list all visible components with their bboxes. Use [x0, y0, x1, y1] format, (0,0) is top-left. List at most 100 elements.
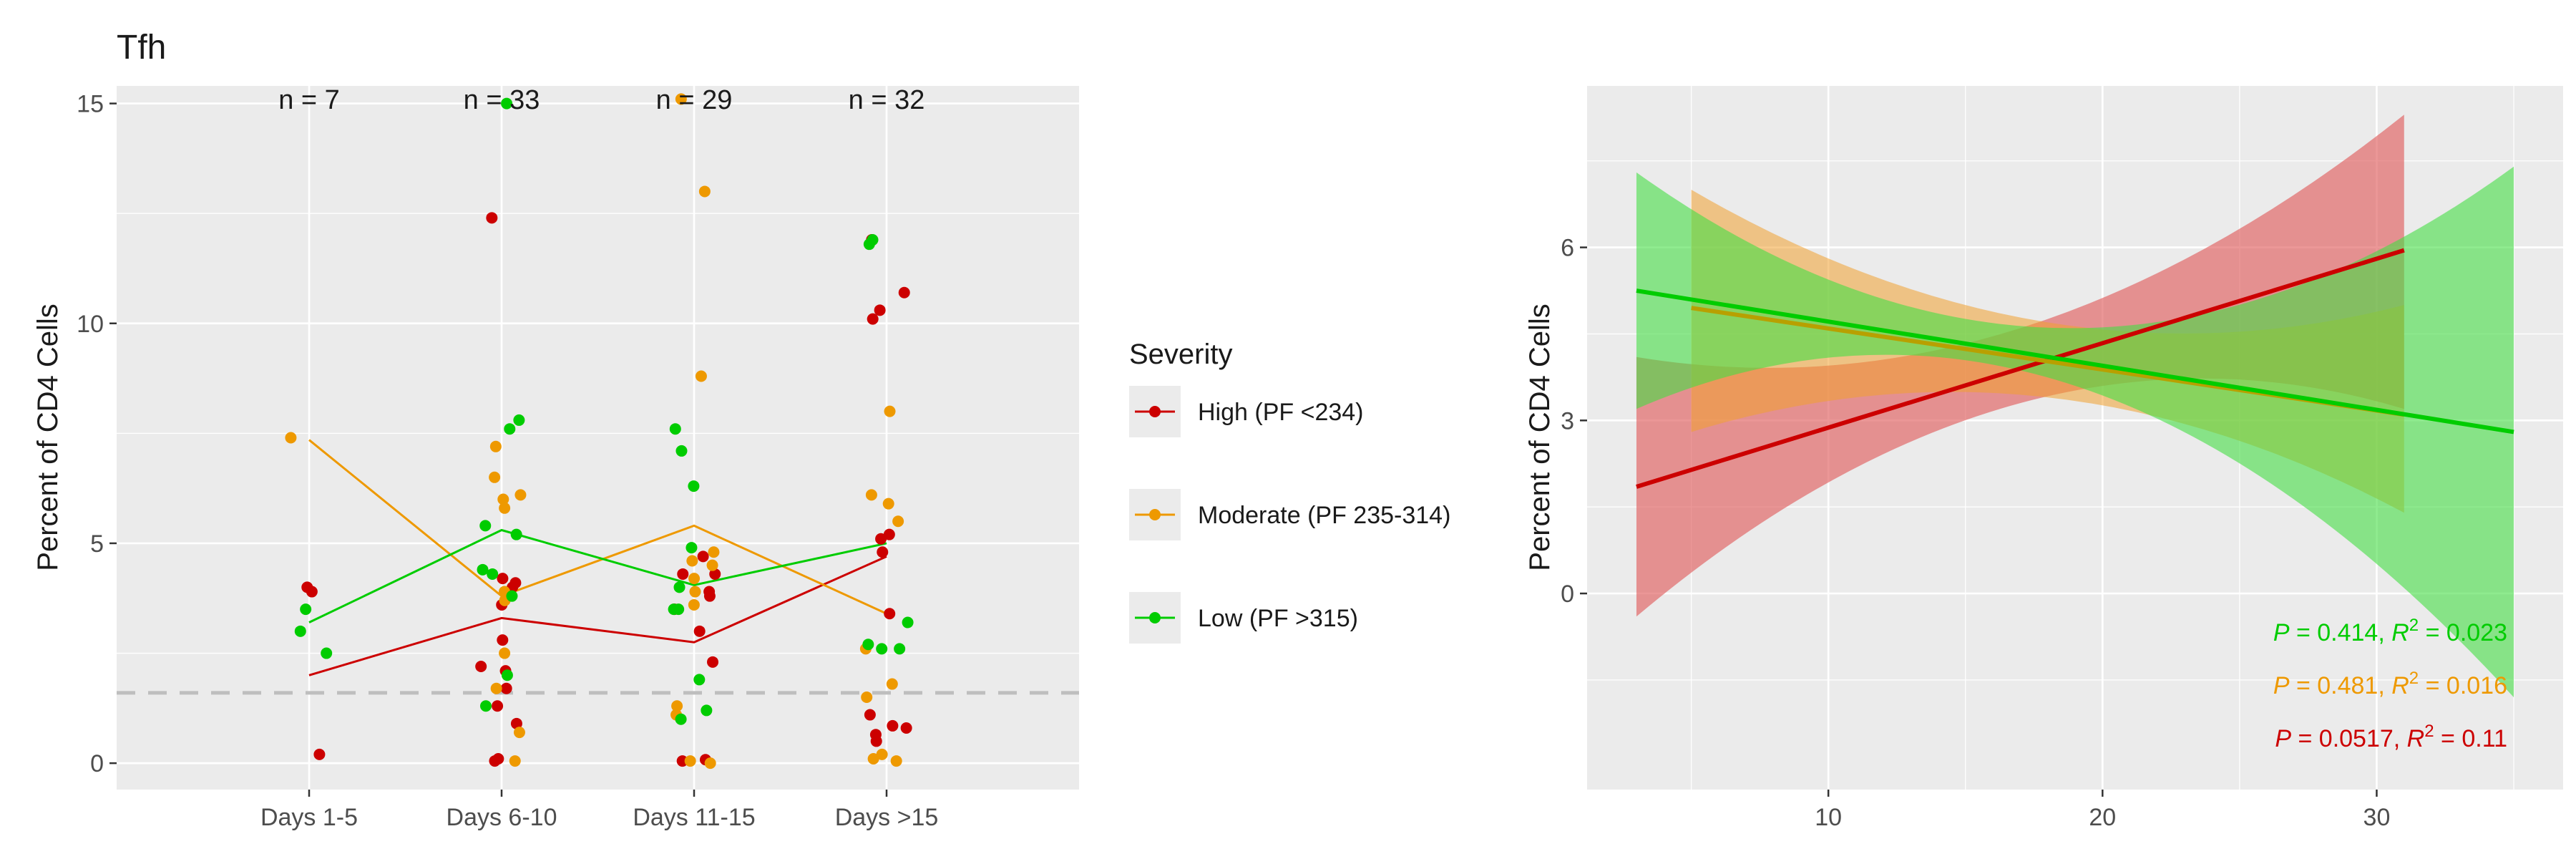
p-label: P: [2273, 672, 2290, 699]
legend-key-dot: [1149, 406, 1161, 417]
point-low: [513, 414, 525, 426]
point-high: [475, 660, 487, 672]
regression-lines: [1636, 248, 2514, 489]
p-value: = 0.0517,: [2291, 725, 2407, 752]
mean-line-high: [308, 555, 887, 676]
left-plot-background: [117, 86, 1079, 790]
y-tick-label: 6: [1561, 235, 1574, 262]
point-moderate: [688, 573, 701, 585]
x-tick-label: Days 6-10: [447, 804, 557, 831]
data-points: [285, 93, 914, 770]
point-low: [673, 603, 685, 616]
point-moderate: [671, 700, 683, 712]
point-high: [870, 735, 882, 747]
legend-item-moderate: Moderate (PF 235-314): [1129, 489, 1450, 540]
point-high: [693, 625, 706, 637]
point-low: [294, 625, 306, 637]
legend-label: Low (PF >315): [1198, 605, 1358, 632]
point-high: [301, 581, 313, 593]
x-tick-labels: Days 1-5 Days 6-10 Days 11-15 Days >15: [260, 790, 938, 831]
point-low: [479, 520, 492, 532]
point-low: [862, 639, 874, 651]
point-moderate: [499, 502, 511, 514]
point-moderate: [876, 748, 888, 760]
y-tick-label: 0: [1561, 581, 1574, 608]
point-moderate: [686, 555, 698, 567]
point-moderate: [499, 647, 511, 659]
r-label: R: [2391, 672, 2409, 699]
point-high: [707, 656, 719, 668]
y-tick-label: 0: [90, 750, 104, 777]
point-low: [504, 423, 516, 435]
point-high: [486, 212, 498, 224]
point-high: [492, 700, 504, 712]
point-moderate: [689, 586, 701, 598]
mean-line-moderate: [308, 439, 887, 615]
p-value: = 0.414,: [2290, 619, 2392, 646]
legend-label: High (PF <234): [1198, 399, 1364, 426]
stat-annotation-moderate: P = 0.481, R2 = 0.016: [2273, 669, 2507, 699]
regression-line-low: [1636, 288, 2514, 435]
stat-annotations: P = 0.414, R2 = 0.023 P = 0.481, R2 = 0.0…: [2273, 616, 2507, 752]
mean-lines: [308, 439, 887, 676]
point-moderate: [675, 93, 687, 105]
n-labels: n = 7 n = 33 n = 29 n = 32: [278, 85, 924, 115]
point-low: [510, 528, 522, 540]
x-tick-label: 10: [1815, 804, 1842, 831]
chart-title: Tfh: [117, 29, 166, 67]
point-moderate: [497, 493, 509, 505]
point-low: [477, 563, 489, 576]
point-low: [321, 647, 333, 659]
point-high: [887, 719, 899, 732]
y-tick-labels: 0 3 6: [1561, 235, 1587, 608]
point-low: [876, 643, 888, 655]
point-moderate: [892, 515, 904, 528]
y-axis-label: Percent of CD4 Cells: [1524, 304, 1556, 571]
left-chart: Tfh n = 7 n = 33 n = 29 n = 32 0 5 10 15 Days …: [32, 29, 1079, 831]
point-moderate: [865, 489, 877, 501]
point-moderate: [884, 405, 896, 417]
point-low: [487, 568, 499, 580]
y-tick-labels: 0 5 10 15: [77, 91, 117, 777]
confidence-bands: [1636, 115, 2514, 698]
point-high: [875, 533, 887, 545]
legend: Severity High (PF <234) Moderate (PF 235-…: [1129, 339, 1450, 644]
point-low: [693, 674, 706, 686]
y-tick-label: 10: [77, 311, 104, 338]
point-low: [673, 581, 686, 593]
point-low: [675, 713, 687, 725]
legend-label: Moderate (PF 235-314): [1198, 502, 1450, 529]
stat-annotation-low: P = 0.414, R2 = 0.023: [2273, 616, 2507, 646]
r-value: = 0.016: [2419, 672, 2507, 699]
x-tick-label: Days 1-5: [260, 804, 358, 831]
x-tick-label: Days >15: [835, 804, 939, 831]
point-low: [506, 590, 518, 602]
r-superscript: 2: [2424, 722, 2434, 741]
point-high: [900, 722, 912, 734]
point-moderate: [684, 755, 696, 767]
point-moderate: [489, 440, 502, 452]
point-moderate: [708, 546, 720, 558]
point-low: [675, 445, 688, 457]
point-moderate: [490, 682, 502, 694]
stat-annotation-high: P = 0.0517, R2 = 0.11: [2275, 722, 2507, 752]
point-high: [313, 748, 326, 760]
point-low: [688, 480, 700, 492]
point-high: [867, 313, 879, 325]
point-high: [884, 608, 896, 620]
legend-item-low: Low (PF >315): [1129, 592, 1358, 644]
n-label: n = 32: [849, 85, 925, 115]
p-label: P: [2275, 725, 2291, 752]
y-axis-label: Percent of CD4 Cells: [32, 304, 64, 571]
point-high: [877, 546, 889, 558]
point-high: [497, 634, 509, 646]
point-moderate: [285, 432, 297, 444]
point-high: [676, 755, 688, 767]
legend-item-high: High (PF <234): [1129, 386, 1364, 437]
y-tick-label: 15: [77, 91, 104, 118]
point-moderate: [688, 598, 700, 611]
r-value: = 0.11: [2434, 725, 2507, 752]
point-high: [898, 286, 910, 299]
r-label: R: [2407, 725, 2425, 752]
